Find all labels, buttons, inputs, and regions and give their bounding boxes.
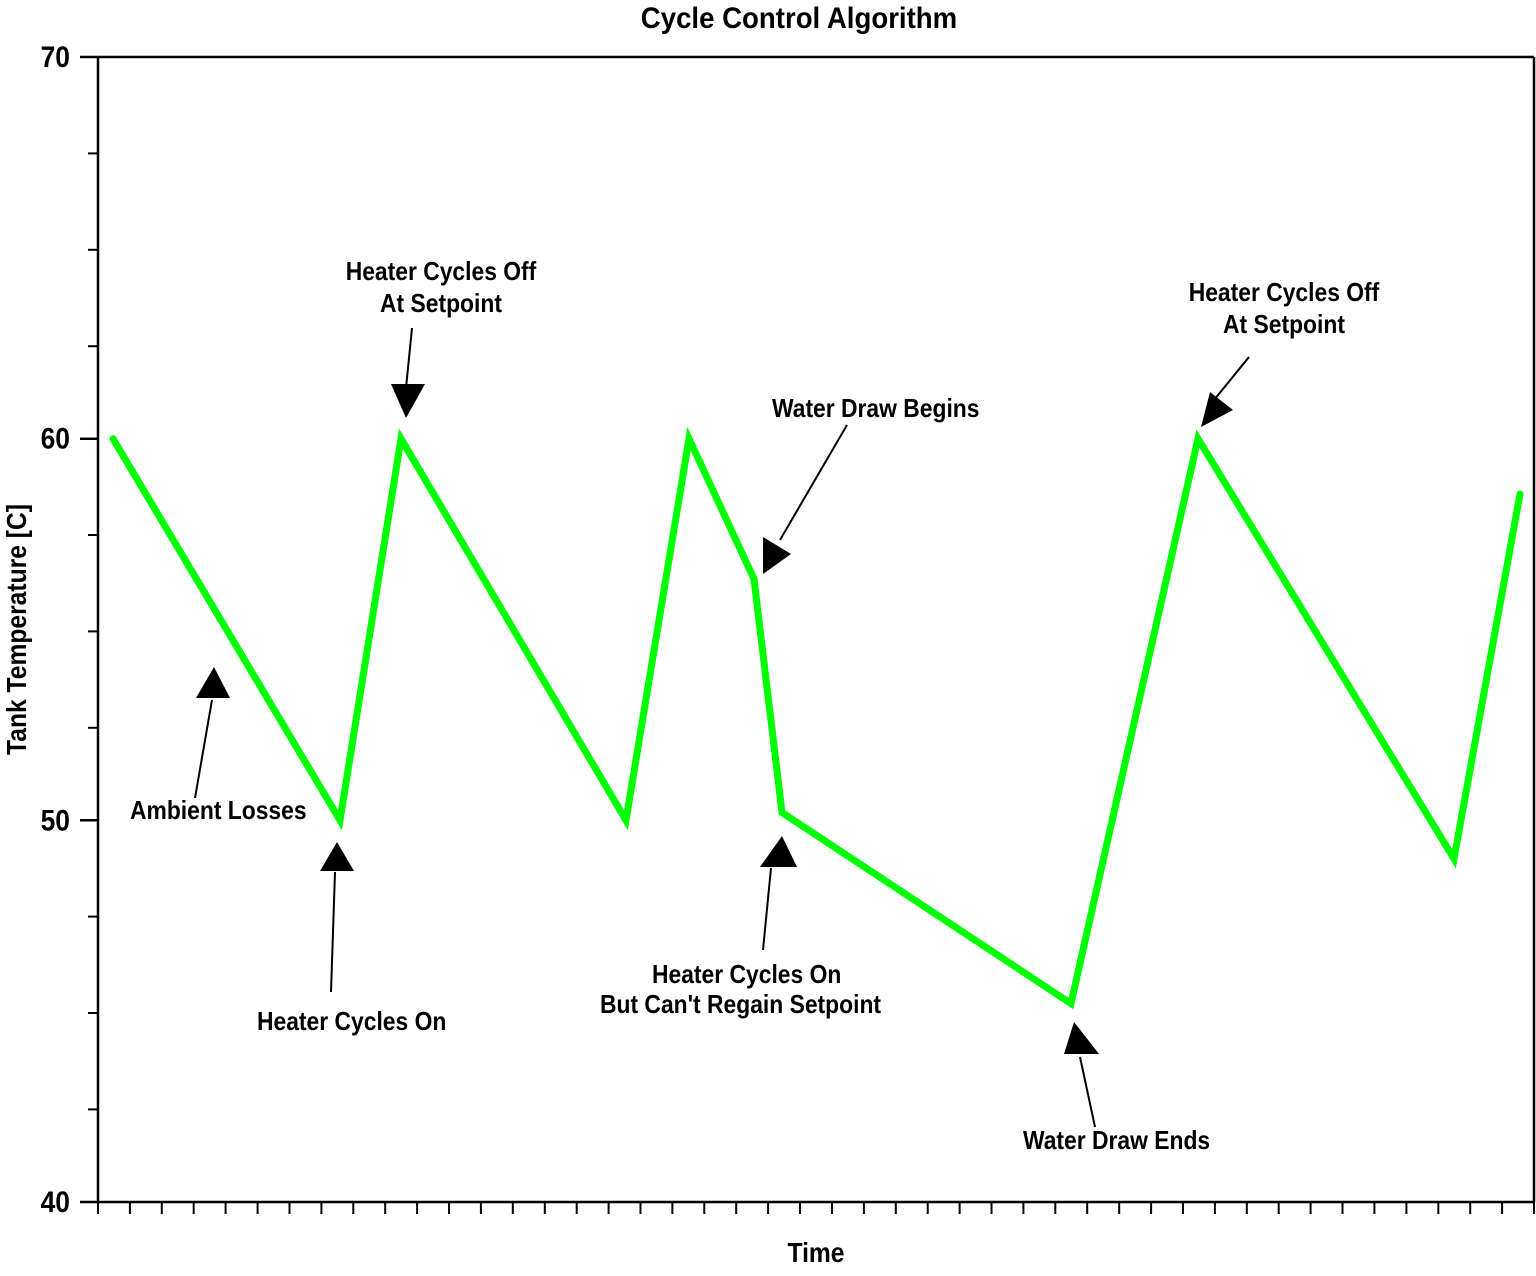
- svg-text:40: 40: [41, 1184, 70, 1218]
- svg-text:Heater Cycles Off: Heater Cycles Off: [1189, 279, 1380, 308]
- svg-text:At Setpoint: At Setpoint: [1223, 311, 1345, 340]
- svg-text:50: 50: [41, 803, 70, 837]
- svg-text:But Can't Regain Setpoint: But Can't Regain Setpoint: [600, 991, 881, 1020]
- svg-text:At Setpoint: At Setpoint: [380, 290, 502, 319]
- svg-text:60: 60: [41, 421, 70, 455]
- svg-text:Water Draw Ends: Water Draw Ends: [1023, 1127, 1210, 1156]
- svg-text:Heater Cycles On: Heater Cycles On: [257, 1008, 446, 1037]
- svg-text:Time: Time: [787, 1237, 844, 1269]
- svg-text:Tank Temperature [C]: Tank Temperature [C]: [1, 504, 33, 755]
- svg-text:Heater Cycles On: Heater Cycles On: [652, 961, 841, 990]
- svg-text:Heater Cycles Off: Heater Cycles Off: [346, 258, 537, 287]
- svg-text:Ambient Losses: Ambient Losses: [130, 797, 307, 826]
- svg-text:70: 70: [41, 39, 70, 73]
- svg-text:Water Draw Begins: Water Draw Begins: [772, 395, 979, 424]
